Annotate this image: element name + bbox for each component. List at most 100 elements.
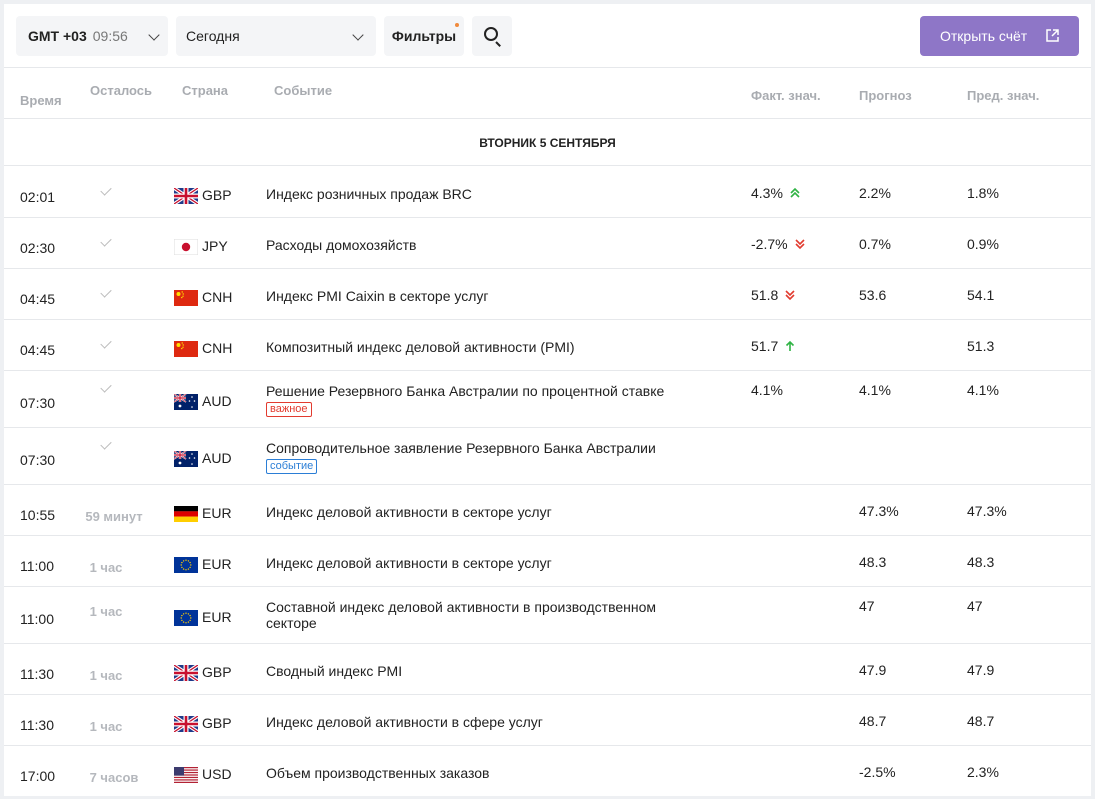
table-row[interactable]: 02:01 GBP Индекс розничных продаж BRC 4.…: [4, 167, 1091, 218]
time-left: 7 часов: [89, 770, 139, 785]
currency-code: CNH: [202, 289, 233, 305]
event-time: 11:30: [20, 666, 54, 682]
filters-button[interactable]: Фильтры: [384, 16, 464, 56]
toolbar: GMT +03 09:56 Сегодня Фильтры Открыть сч…: [4, 4, 1091, 68]
double-down-arrow-icon: [785, 290, 795, 301]
uk-flag-icon: [174, 716, 198, 732]
event-time: 07:30: [20, 395, 56, 411]
currency-code: EUR: [202, 556, 232, 572]
event-time: 11:30: [20, 717, 54, 733]
forecast-value: 2.2%: [859, 185, 891, 201]
table-row[interactable]: 07:30 AUD Сопроводительное заявление Рез…: [4, 428, 1091, 485]
search-icon-handle: [495, 41, 501, 47]
table-row[interactable]: 02:30 JPY Расходы домохозяйств -2.7% 0.7…: [4, 218, 1091, 269]
search-button[interactable]: [472, 16, 512, 56]
actual-value: 4.1%: [751, 382, 783, 398]
col-time: Время: [20, 93, 62, 108]
event-time: 02:30: [20, 240, 56, 256]
table-row[interactable]: 11:00 1 час EUR Индекс деловой активност…: [4, 536, 1091, 587]
time-left: 59 минут: [85, 509, 143, 524]
event-cell: Сводный индекс PMI: [266, 663, 706, 679]
event-cell: Композитный индекс деловой активности (P…: [266, 339, 706, 355]
event-title[interactable]: Расходы домохозяйств: [266, 237, 417, 253]
table-row[interactable]: 04:45 CNH Композитный индекс деловой акт…: [4, 320, 1091, 371]
event-title[interactable]: Составной индекс деловой активности в пр…: [266, 599, 657, 631]
currency-code: CNH: [202, 340, 233, 356]
event-title[interactable]: Индекс деловой активности в секторе услу…: [266, 555, 552, 571]
event-time: 04:45: [20, 342, 56, 358]
event-cell: Индекс PMI Caixin в секторе услуг: [266, 288, 706, 304]
table-row[interactable]: 17:00 7 часов USD Объем производственных…: [4, 746, 1091, 796]
table-row[interactable]: 07:30 AUD Решение Резервного Банка Австр…: [4, 371, 1091, 428]
forecast-value: 4.1%: [859, 382, 891, 398]
event-cell: Индекс деловой активности в секторе услу…: [266, 555, 706, 571]
done-check-icon: [100, 286, 112, 298]
open-account-label: Открыть счёт: [940, 28, 1028, 44]
forecast-value: 0.7%: [859, 236, 891, 252]
currency-code: JPY: [202, 238, 228, 254]
china-flag-icon: [174, 341, 198, 357]
open-account-button[interactable]: Открыть счёт: [920, 16, 1079, 56]
event-title[interactable]: Объем производственных заказов: [266, 765, 490, 781]
previous-value: 1.8%: [967, 185, 999, 201]
event-title[interactable]: Решение Резервного Банка Австралии по пр…: [266, 383, 665, 399]
event-cell: Объем производственных заказов: [266, 765, 706, 781]
timezone-label: GMT +03: [28, 28, 87, 44]
actual-value: 51.8: [751, 287, 779, 303]
currency-code: EUR: [202, 505, 232, 521]
forecast-value: 48.3: [859, 554, 887, 570]
event-time: 02:01: [20, 189, 56, 205]
table-row[interactable]: 10:55 59 минут EUR Индекс деловой активн…: [4, 485, 1091, 536]
uk-flag-icon: [174, 188, 198, 204]
actual-value-cell: 51.7: [751, 338, 796, 354]
germany-flag-icon: [174, 506, 198, 522]
currency-code: USD: [202, 766, 232, 782]
currency-code: AUD: [202, 450, 232, 466]
done-check-icon: [100, 184, 112, 196]
event-title[interactable]: Индекс деловой активности в сфере услуг: [266, 714, 543, 730]
uk-flag-icon: [174, 665, 198, 681]
event-title[interactable]: Композитный индекс деловой активности (P…: [266, 339, 575, 355]
search-icon: [484, 27, 498, 41]
previous-value: 4.1%: [967, 382, 999, 398]
important-badge: важное: [266, 402, 312, 417]
time-left: 1 час: [89, 604, 123, 619]
previous-value: 47.9: [967, 662, 995, 678]
table-row[interactable]: 04:45 CNH Индекс PMI Caixin в секторе ус…: [4, 269, 1091, 320]
currency-code: GBP: [202, 664, 232, 680]
japan-flag-icon: [174, 239, 198, 255]
day-select[interactable]: Сегодня: [176, 16, 376, 56]
currency-code: GBP: [202, 715, 232, 731]
table-row[interactable]: 11:30 1 час GBP Индекс деловой активност…: [4, 695, 1091, 746]
up-arrow-icon: [786, 340, 795, 351]
previous-value: 48.3: [967, 554, 995, 570]
currency-code: AUD: [202, 393, 232, 409]
col-forecast: Прогноз: [859, 88, 912, 103]
event-title[interactable]: Сводный индекс PMI: [266, 663, 403, 679]
event-title[interactable]: Сопроводительное заявление Резервного Ба…: [266, 440, 656, 456]
australia-flag-icon: [174, 451, 198, 467]
timezone-select[interactable]: GMT +03 09:56: [16, 16, 168, 56]
event-title[interactable]: Индекс PMI Caixin в секторе услуг: [266, 288, 489, 304]
usa-flag-icon: [174, 767, 198, 783]
table-row[interactable]: 11:00 1 час EUR Составной индекс деловой…: [4, 587, 1091, 644]
event-time: 07:30: [20, 452, 56, 468]
event-cell: Решение Резервного Банка Австралии по пр…: [266, 383, 706, 417]
event-cell: Индекс деловой активности в сфере услуг: [266, 714, 706, 730]
actual-value-cell: 4.3%: [751, 185, 801, 201]
time-left: 1 час: [89, 560, 123, 575]
china-flag-icon: [174, 290, 198, 306]
table-row[interactable]: 11:30 1 час GBP Сводный индекс PMI 47.9 …: [4, 644, 1091, 695]
event-title[interactable]: Индекс розничных продаж BRC: [266, 186, 472, 202]
chevron-down-icon: [148, 29, 160, 41]
forecast-value: 47.3%: [859, 503, 899, 519]
economic-calendar: GMT +03 09:56 Сегодня Фильтры Открыть сч…: [4, 4, 1091, 796]
done-check-icon: [100, 438, 112, 450]
col-country: Страна: [182, 83, 229, 98]
currency-code: GBP: [202, 187, 232, 203]
event-title[interactable]: Индекс деловой активности в секторе услу…: [266, 504, 552, 520]
eu-flag-icon: [174, 610, 198, 626]
previous-value: 0.9%: [967, 236, 999, 252]
event-time: 11:00: [20, 558, 54, 574]
actual-value-cell: 51.8: [751, 287, 796, 303]
